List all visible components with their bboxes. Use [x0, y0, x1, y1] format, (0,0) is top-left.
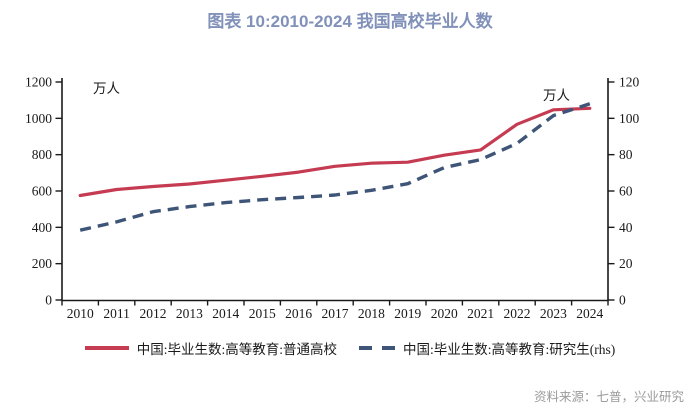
legend-label-regular-college: 中国:毕业生数:高等教育:普通高校: [136, 342, 337, 357]
x-axis-label: 2010: [67, 306, 94, 321]
y-axis-left-tick-label: 0: [45, 293, 52, 308]
legend-label-postgraduate: 中国:毕业生数:高等教育:研究生(rhs): [403, 342, 616, 357]
x-axis-label: 2018: [358, 306, 385, 321]
left-axis-unit-label: 万人: [93, 81, 120, 96]
legend-item-regular-college: 中国:毕业生数:高等教育:普通高校: [84, 338, 337, 358]
y-axis-left-tick-label: 600: [32, 184, 53, 199]
chart-legend: 中国:毕业生数:高等教育:普通高校 中国:毕业生数:高等教育:研究生(rhs): [0, 338, 700, 358]
right-axis-unit-label: 万人: [543, 88, 571, 103]
x-axis-label: 2015: [249, 306, 276, 321]
x-axis-label: 2023: [540, 306, 567, 321]
y-axis-left-tick-label: 1000: [25, 111, 52, 126]
source-note: 资料来源：七普，兴业研究: [533, 390, 684, 404]
legend-item-postgraduate: 中国:毕业生数:高等教育:研究生(rhs): [359, 338, 615, 358]
y-axis-right-tick-label: 0: [619, 293, 626, 308]
line-chart: 0 200 400 600 800 1000 1200 0 20 40 60 80 100 120 2010…: [25, 75, 640, 322]
x-axis-label: 2019: [394, 306, 421, 321]
axes-frame: [61, 78, 609, 302]
x-axis-label: 2024: [576, 306, 603, 321]
x-axis-label: 2021: [467, 306, 494, 321]
y-axis-right-tick-label: 20: [619, 256, 633, 271]
x-axis-label: 2016: [285, 306, 312, 321]
y-axis-left-tick-label: 1200: [25, 75, 52, 90]
y-axis-right-tick-label: 80: [619, 147, 633, 162]
legend-swatch-dashed-line: [359, 346, 395, 350]
x-axis-label: 2014: [212, 306, 239, 321]
series-line-regular-college: [78, 106, 592, 198]
y-axis-right-tick-label: 100: [619, 111, 640, 126]
y-axis-left-tick-label: 400: [32, 220, 53, 235]
x-axis-label: 2022: [504, 306, 531, 321]
x-axis-label: 2013: [176, 306, 203, 321]
y-axis-right-tick-label: 120: [619, 75, 640, 90]
x-axis-label: 2012: [140, 306, 167, 321]
legend-swatch-solid-line: [84, 346, 129, 350]
y-axis-right-tick-label: 60: [619, 184, 633, 199]
y-axis-left-tick-label: 800: [32, 147, 53, 162]
x-axis-label: 2017: [322, 306, 349, 321]
x-axis-label: 2011: [103, 306, 130, 321]
series-line-postgraduate: [79, 102, 591, 232]
y-axis-right-tick-label: 40: [619, 220, 633, 235]
x-axis-label: 2020: [431, 306, 458, 321]
chart-title: 图表 10:2010-2024 我国高校毕业人数: [207, 12, 493, 31]
y-axis-left-tick-label: 200: [32, 256, 53, 271]
